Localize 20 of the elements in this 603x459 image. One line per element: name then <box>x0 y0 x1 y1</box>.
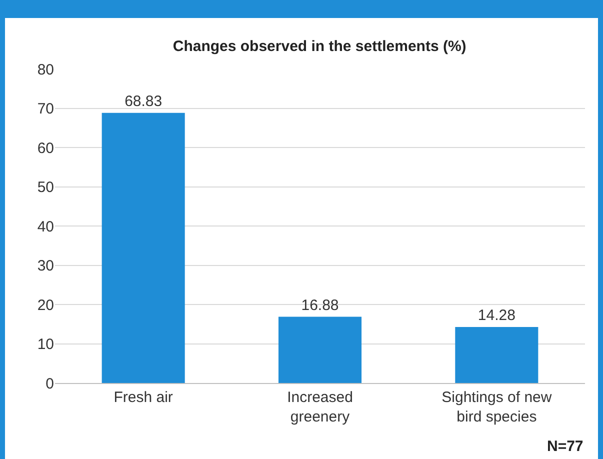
x-tick-label: Increased greenery <box>287 389 353 426</box>
y-tick-label: 40 <box>37 218 54 236</box>
data-label: 14.28 <box>478 306 516 324</box>
data-label: 68.83 <box>124 92 162 110</box>
bar <box>278 316 362 383</box>
y-tick-label: 80 <box>37 61 54 78</box>
y-tick-label: 50 <box>37 179 54 196</box>
bar <box>455 326 538 383</box>
y-tick-label: 10 <box>37 336 54 353</box>
bar <box>102 112 185 383</box>
chart-title: Changes observed in the settlements (%) <box>172 38 466 56</box>
y-tick-label: 20 <box>37 296 54 314</box>
y-tick-label: 70 <box>37 100 54 118</box>
y-tick-label: 0 <box>46 375 54 392</box>
x-tick-label: Sightings of new bird species <box>442 389 552 426</box>
data-label: 16.88 <box>301 296 339 314</box>
y-tick-label: 60 <box>37 140 54 157</box>
text: N=77 <box>547 438 584 455</box>
x-tick-label: Fresh air <box>114 389 173 406</box>
y-tick-label: 30 <box>37 258 54 274</box>
